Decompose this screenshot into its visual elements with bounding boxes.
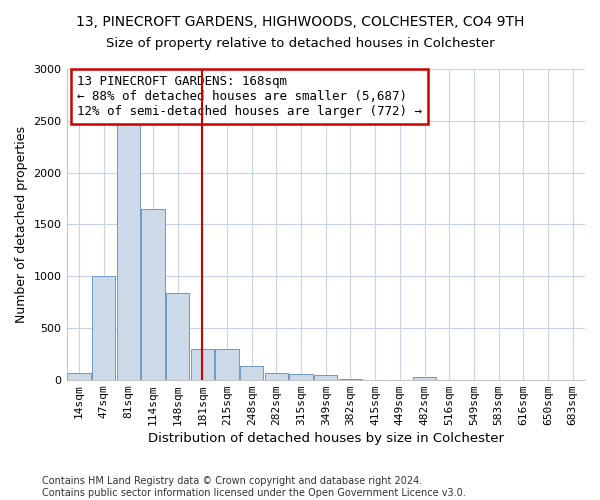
Bar [339,379,362,380]
Bar [141,209,164,380]
X-axis label: Distribution of detached houses by size in Colchester: Distribution of detached houses by size … [148,432,504,445]
Y-axis label: Number of detached properties: Number of detached properties [15,126,28,323]
Bar [240,366,263,380]
Bar [67,374,91,380]
Bar [265,374,288,380]
Text: 13 PINECROFT GARDENS: 168sqm
← 88% of detached houses are smaller (5,687)
12% of: 13 PINECROFT GARDENS: 168sqm ← 88% of de… [77,75,422,118]
Bar [413,376,436,380]
Text: Size of property relative to detached houses in Colchester: Size of property relative to detached ho… [106,38,494,51]
Text: Contains HM Land Registry data © Crown copyright and database right 2024.
Contai: Contains HM Land Registry data © Crown c… [42,476,466,498]
Bar [289,374,313,380]
Bar [191,348,214,380]
Bar [166,292,190,380]
Bar [92,276,115,380]
Text: 13, PINECROFT GARDENS, HIGHWOODS, COLCHESTER, CO4 9TH: 13, PINECROFT GARDENS, HIGHWOODS, COLCHE… [76,15,524,29]
Bar [116,123,140,380]
Bar [215,349,239,380]
Bar [314,375,337,380]
